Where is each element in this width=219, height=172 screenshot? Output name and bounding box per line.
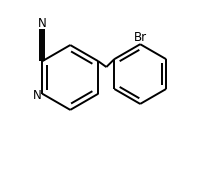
- Text: N: N: [33, 89, 41, 102]
- Text: Br: Br: [134, 31, 147, 44]
- Text: N: N: [38, 17, 47, 30]
